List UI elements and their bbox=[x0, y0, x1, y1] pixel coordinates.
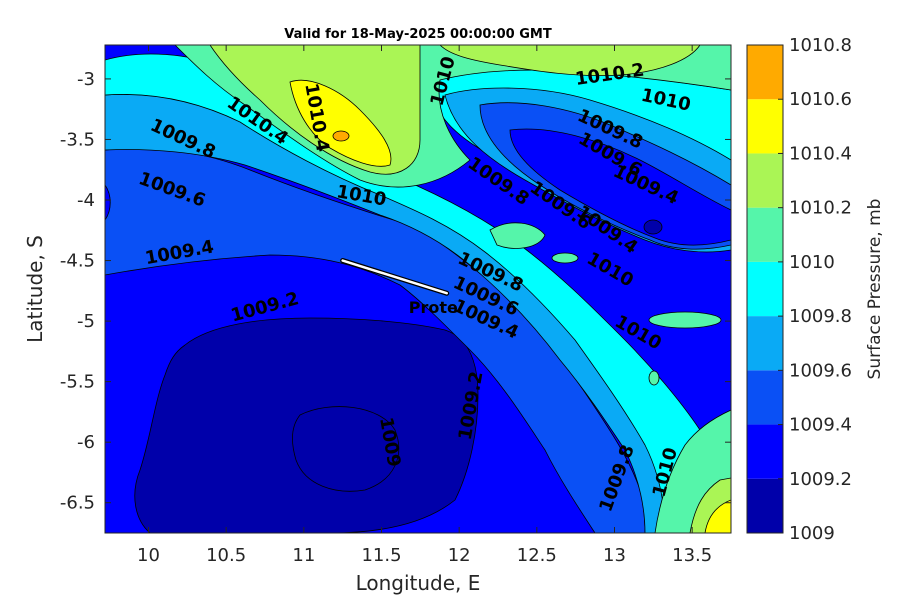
x-axis-label: Longitude, E bbox=[356, 571, 481, 595]
x-tick-label: 12.5 bbox=[517, 545, 557, 566]
colorbar-segment bbox=[747, 45, 783, 100]
colorbar-tick-label: 1010.6 bbox=[789, 89, 852, 110]
fill-1010-0-speck bbox=[648, 370, 660, 386]
fill-1010-0-right bbox=[648, 311, 722, 329]
y-axis-ticks: -3 -3.5 -4 -4.5 -5 -5.5 -6 -6.5 bbox=[60, 69, 731, 514]
colorbar-tick-label: 1010.4 bbox=[789, 143, 852, 164]
y-axis-label: Latitude, S bbox=[23, 235, 47, 343]
x-tick-label: 13.5 bbox=[672, 545, 712, 566]
colorbar-segment bbox=[747, 99, 783, 154]
colorbar-tick-label: 1009.6 bbox=[789, 360, 852, 381]
y-tick-label: -5.5 bbox=[60, 372, 95, 393]
x-tick-label: 10 bbox=[137, 545, 160, 566]
colorbar-tick-label: 1010 bbox=[789, 252, 835, 273]
colorbar-tick-label: 1009.2 bbox=[789, 469, 852, 490]
plot-border bbox=[104, 44, 732, 534]
x-tick-label: 10.5 bbox=[206, 545, 246, 566]
colorbar-label: Surface Pressure, mb bbox=[865, 199, 885, 380]
colorbar: 1010.8 1010.6 1010.4 1010.2 1010 1009.8 1009.6… bbox=[746, 35, 852, 544]
annotation-label: Prote bbox=[409, 298, 458, 317]
x-tick-label: 12 bbox=[448, 545, 471, 566]
fill-1009-2-ne bbox=[509, 128, 731, 246]
y-tick-label: -3 bbox=[77, 69, 95, 90]
contour-1009 bbox=[292, 406, 400, 492]
fill-1010-4 bbox=[289, 79, 392, 167]
colorbar-segment bbox=[747, 424, 783, 479]
fill-1009-0 bbox=[134, 317, 479, 533]
fill-1010-4-se bbox=[704, 499, 731, 533]
x-tick-label: 11.5 bbox=[361, 545, 401, 566]
colorbar-tick-label: 1010.2 bbox=[789, 198, 852, 219]
y-tick-label: -6.5 bbox=[60, 493, 95, 514]
y-tick-label: -3.5 bbox=[60, 129, 95, 150]
colorbar-segment bbox=[747, 370, 783, 425]
colorbar-segment bbox=[747, 153, 783, 208]
arrow-shaft bbox=[341, 259, 448, 295]
y-tick-label: -5 bbox=[77, 311, 95, 332]
contour-1009-ne bbox=[643, 219, 663, 235]
colorbar-segment bbox=[747, 261, 783, 317]
fill-1010-6 bbox=[332, 130, 350, 142]
colorbar-segment bbox=[747, 478, 783, 533]
colorbar-tick-label: 1009 bbox=[789, 523, 835, 544]
colorbar-tick-label: 1009.8 bbox=[789, 306, 852, 327]
x-axis-ticks: 10 10.5 11 11.5 12 12.5 13 13.5 bbox=[137, 45, 712, 566]
y-tick-label: -4.5 bbox=[60, 251, 95, 272]
x-tick-label: 11 bbox=[292, 545, 315, 566]
fill-1010-2-top bbox=[439, 45, 701, 77]
x-tick-label: 13 bbox=[603, 545, 626, 566]
y-tick-label: -6 bbox=[77, 432, 95, 453]
annotation: Prote bbox=[340, 258, 458, 317]
colorbar-border bbox=[746, 44, 784, 534]
colorbar-tick-label: 1010.8 bbox=[789, 35, 852, 56]
fill-1010-0-small bbox=[551, 252, 579, 264]
colorbar-segment bbox=[747, 207, 783, 262]
colorbar-tick-label: 1009.4 bbox=[789, 415, 852, 436]
colorbar-segment bbox=[747, 316, 783, 371]
fill-1010-0-mid bbox=[489, 222, 546, 249]
y-tick-label: -4 bbox=[77, 190, 95, 211]
chart-title: Valid for 18-May-2025 00:00:00 GMT bbox=[284, 27, 552, 42]
